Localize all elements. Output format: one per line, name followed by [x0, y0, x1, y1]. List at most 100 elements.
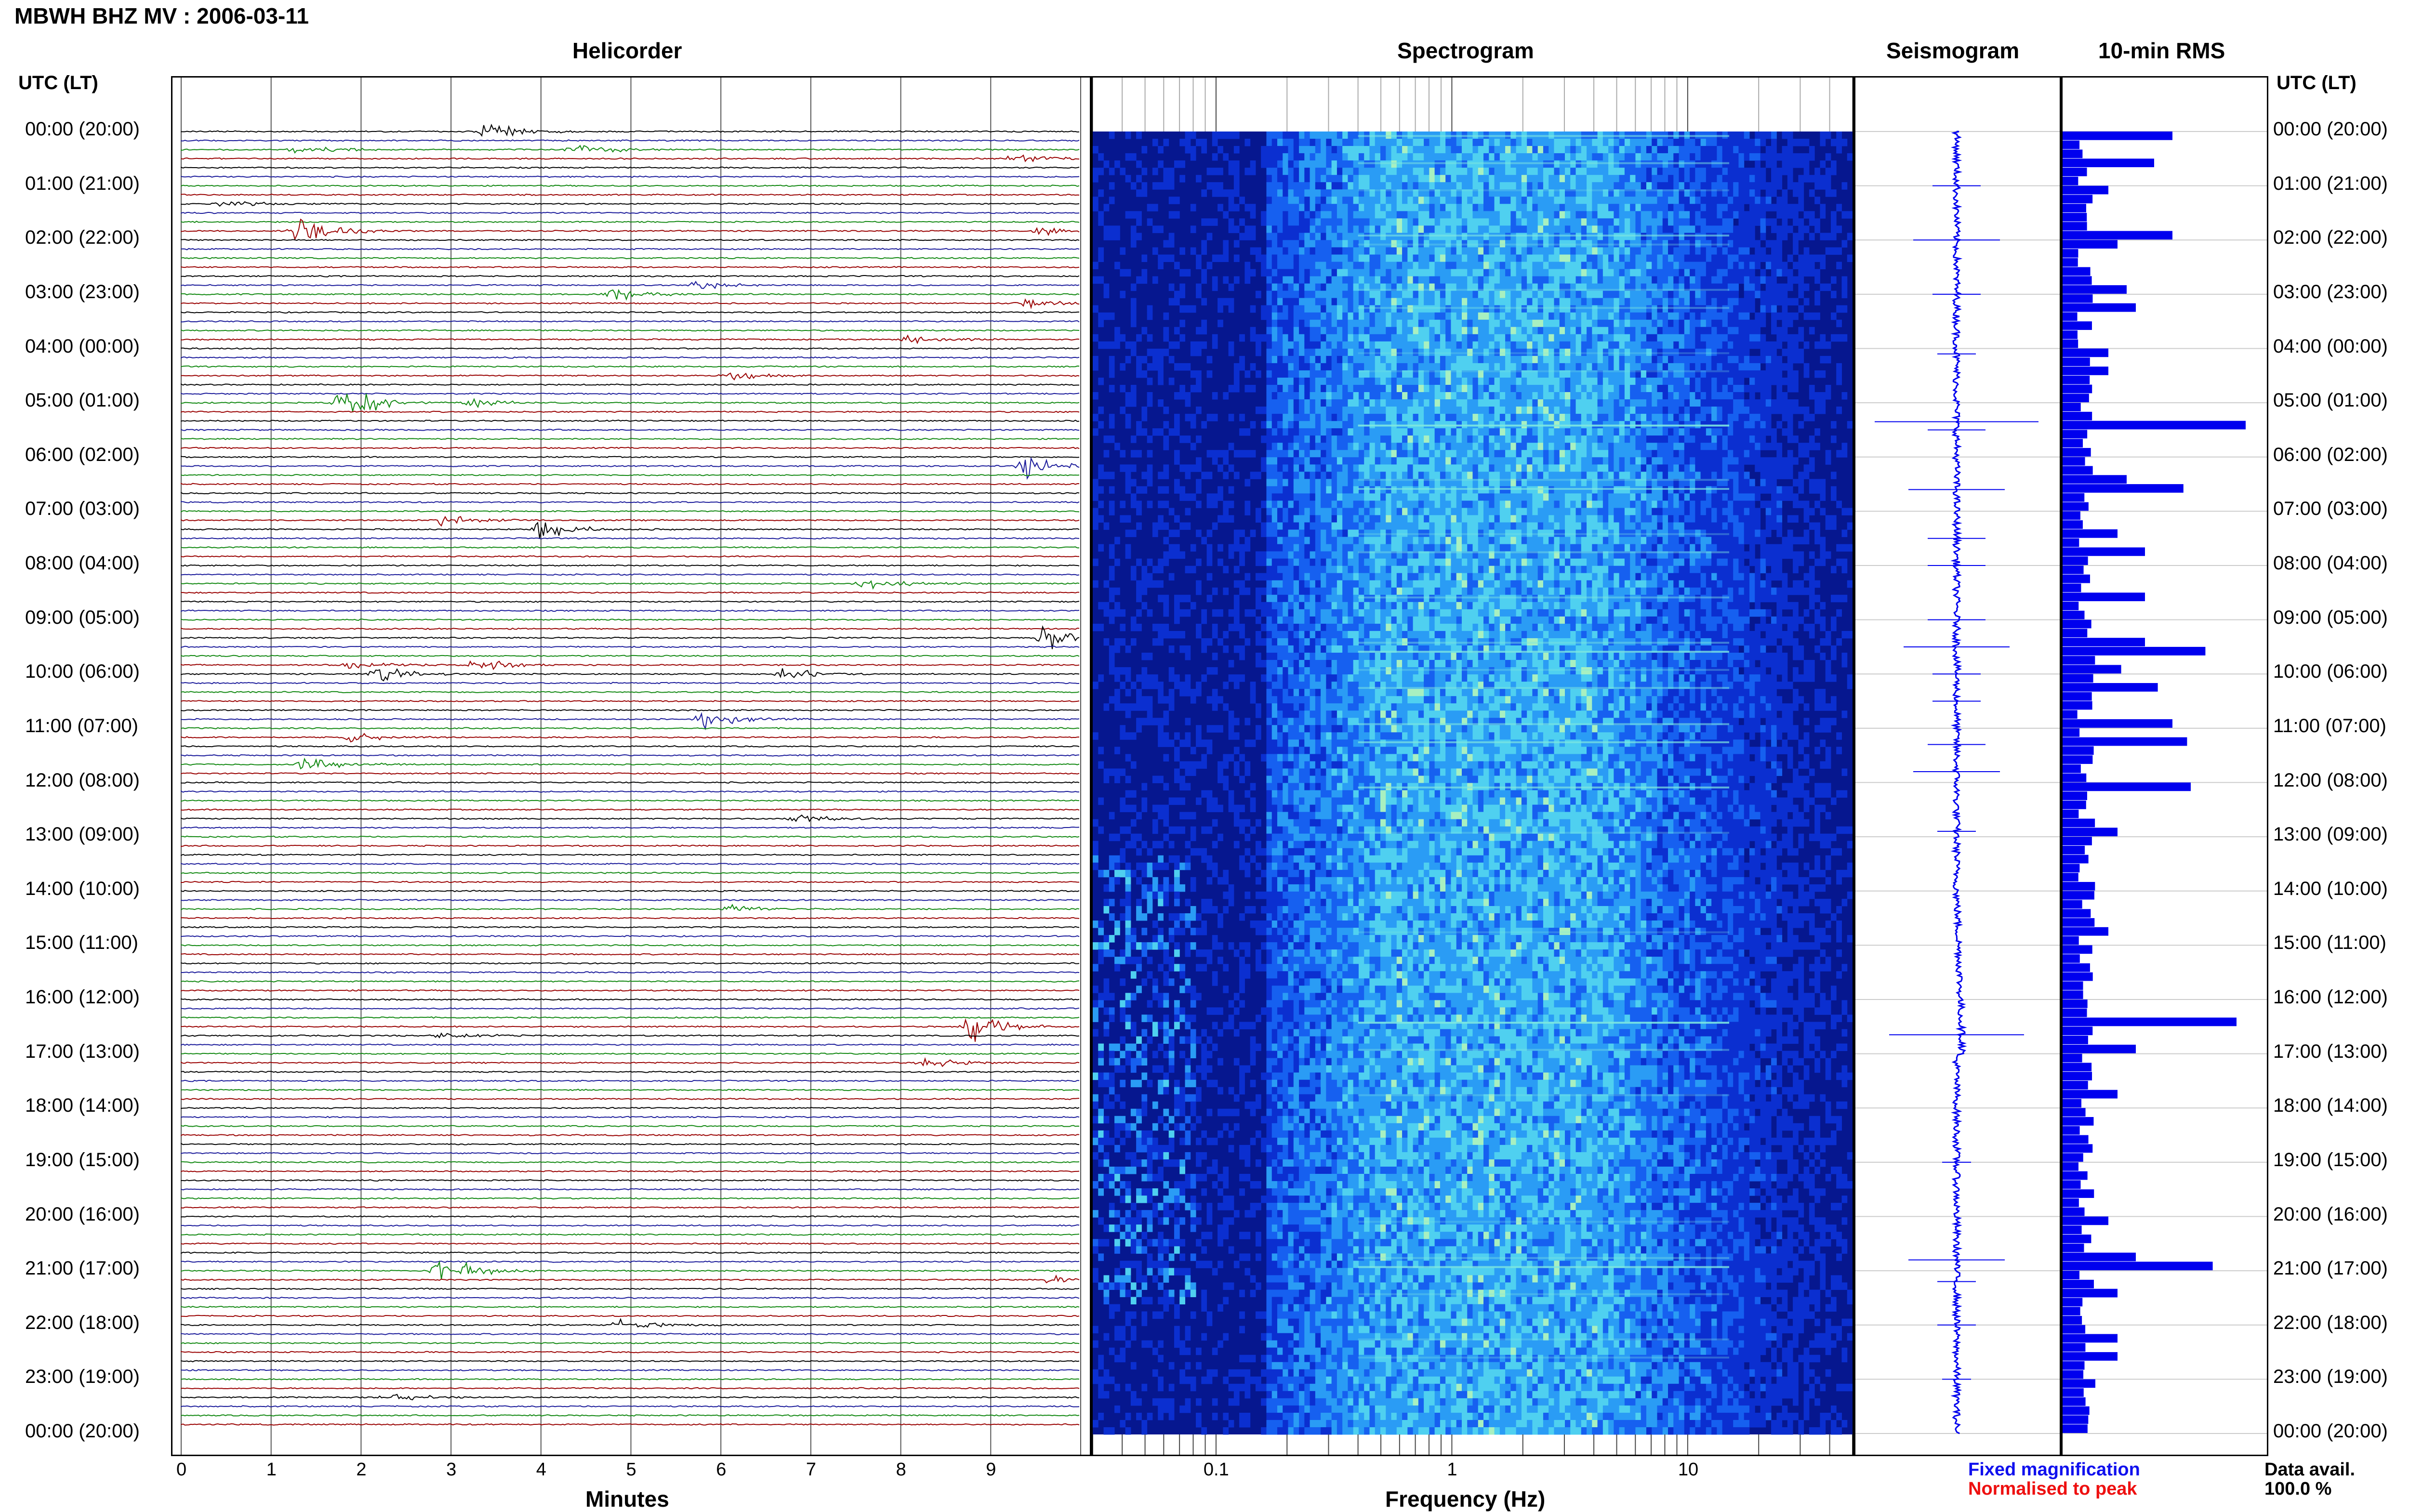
spectrogram-cell — [1310, 1297, 1316, 1304]
spectrogram-cell — [1348, 1043, 1354, 1052]
spectrogram-cell — [1299, 254, 1305, 262]
spectrogram-cell — [1331, 399, 1337, 407]
spectrogram-cell — [1321, 623, 1326, 631]
spectrogram-cell — [1283, 515, 1289, 523]
spectrogram-cell — [1304, 1036, 1310, 1044]
spectrogram-cell — [1304, 594, 1310, 603]
spectrogram-cell — [1293, 1000, 1299, 1008]
spectrogram-cell — [1168, 1383, 1175, 1392]
spectrogram-cell — [1174, 747, 1180, 754]
spectrogram-cell — [1244, 1159, 1251, 1167]
spectrogram-cell — [1098, 920, 1104, 928]
spectrogram-cell — [1271, 1181, 1278, 1189]
spectrogram-cell — [1109, 660, 1115, 668]
spectrogram-cell — [1103, 1130, 1110, 1138]
spectrogram-cell — [1315, 949, 1321, 957]
spectrogram-cell — [1228, 384, 1234, 393]
spectrogram-cell — [1147, 884, 1153, 892]
spectrogram-cell — [1277, 1123, 1283, 1131]
spectrogram-cell — [1109, 1282, 1115, 1290]
spectrogram-cell — [1271, 920, 1278, 928]
spectrogram-cell — [1141, 1072, 1148, 1080]
spectrogram-cell — [1310, 1326, 1316, 1334]
spectrogram-cell — [1331, 761, 1337, 769]
spectrogram-cell — [1158, 812, 1164, 820]
helicorder-trace — [181, 280, 1080, 289]
spectrogram-cell — [1277, 443, 1283, 450]
spectrogram-cell — [1233, 182, 1240, 190]
spectrogram-cell — [1299, 718, 1305, 725]
spectrogram-cell — [1120, 1123, 1126, 1131]
spectrogram-cell — [1288, 747, 1294, 754]
spectrogram-cell — [1147, 942, 1153, 950]
spectrogram-cell — [1206, 218, 1213, 226]
spectrogram-cell — [1266, 341, 1272, 349]
spectrogram-cell — [1277, 1130, 1283, 1138]
spectrogram-cell — [1147, 392, 1153, 400]
spectrogram-cell — [1114, 768, 1120, 776]
spectrogram-cell — [1321, 131, 1326, 139]
spectrogram-cell — [1326, 247, 1332, 255]
spectrogram-cell — [1321, 211, 1326, 219]
spectrogram-cell — [1299, 305, 1305, 313]
spectrogram-cell — [1326, 355, 1332, 364]
spectrogram-cell — [1288, 682, 1294, 689]
spectrogram-cell — [1326, 450, 1332, 458]
helicorder-trace — [181, 1224, 1080, 1227]
time-label-left: 08:00 (04:00) — [25, 552, 140, 574]
spectrogram-cell — [1348, 443, 1354, 450]
spectrogram-cell — [1152, 522, 1158, 530]
spectrogram-cell — [1321, 718, 1326, 725]
spectrogram-cell — [1277, 1137, 1283, 1145]
spectrogram-cell — [1158, 776, 1164, 783]
spectrogram-cell — [1299, 218, 1305, 226]
helicorder-trace — [181, 457, 1080, 480]
spectrogram-cell — [1141, 949, 1148, 957]
spectrogram-cell — [1266, 631, 1272, 639]
spectrogram-cell — [1293, 276, 1299, 284]
spectrogram-cell — [1337, 1383, 1343, 1392]
spectrogram-cell — [1168, 1058, 1175, 1066]
spectrogram-cell — [1321, 1051, 1326, 1059]
spectrogram-cell — [1321, 1058, 1326, 1066]
spectrogram-cell — [1277, 1261, 1283, 1268]
spectrogram-cell — [1283, 1144, 1289, 1153]
spectrogram-cell — [1288, 986, 1294, 993]
spectrogram-cell — [1304, 1014, 1310, 1022]
spectrogram-cell — [1218, 609, 1223, 617]
spectrogram-cell — [1266, 653, 1272, 660]
helicorder-trace — [181, 492, 1080, 495]
spectrogram-cell — [1266, 689, 1272, 697]
spectrogram-cell — [1147, 500, 1153, 508]
spectrogram-cell — [1315, 978, 1321, 986]
spectrogram-cell — [1152, 225, 1158, 233]
spectrogram-cell — [1331, 1427, 1337, 1435]
spectrogram-cell — [1293, 1210, 1299, 1218]
spectrogram-cell — [1218, 1007, 1223, 1015]
spectrogram-cell — [1141, 414, 1148, 421]
spectrogram-cell — [1223, 906, 1229, 914]
spectrogram-cell — [1326, 638, 1332, 646]
spectrogram-cell — [1315, 797, 1321, 805]
spectrogram-cell — [1321, 435, 1326, 443]
time-label-right: 00:00 (20:00) — [2273, 1420, 2388, 1442]
spectrogram-cell — [1348, 877, 1354, 885]
spectrogram-cell — [1321, 1326, 1326, 1334]
spectrogram-cell — [1315, 703, 1321, 711]
spectrogram-cell — [1261, 623, 1267, 631]
helicorder-trace — [181, 835, 1080, 838]
spectrogram-cell — [1288, 1051, 1294, 1059]
spectrogram-cell — [1103, 472, 1110, 479]
spectrogram-cell — [1283, 1412, 1289, 1420]
spectrogram-cell — [1342, 862, 1348, 870]
spectrogram-cell — [1342, 225, 1348, 233]
spectrogram-cell — [1293, 1094, 1299, 1102]
spectrogram-cell — [1293, 1137, 1299, 1145]
spectrogram-cell — [1299, 1007, 1305, 1015]
spectrogram-cell — [1152, 565, 1158, 574]
spectrogram-cell — [1337, 1174, 1343, 1182]
spectrogram-cell — [1218, 1304, 1223, 1312]
spectrogram-cell — [1196, 341, 1202, 349]
spectrogram-cell — [1130, 869, 1137, 878]
spectrogram-cell — [1337, 334, 1343, 342]
